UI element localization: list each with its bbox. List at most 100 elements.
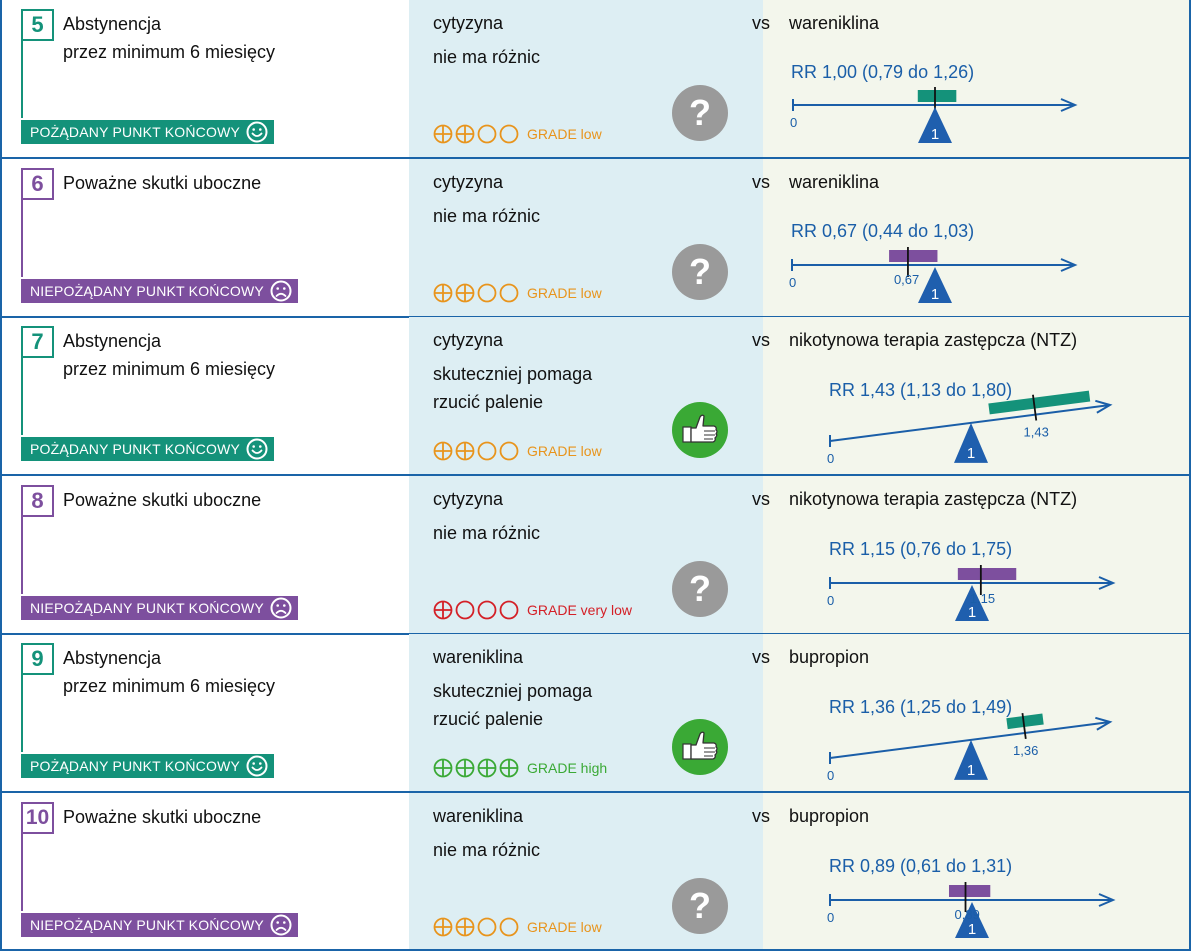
effect-chart: 0 1 1,43 RR 1,43 (1,13 do 1,80) <box>827 380 1113 466</box>
question-icon: ? <box>672 85 728 141</box>
axis-arrow <box>1095 399 1113 414</box>
confidence-interval-bar <box>988 390 1091 415</box>
outcome-number: 5 <box>21 9 54 41</box>
grade-label: GRADE low <box>527 126 602 142</box>
outcome-number: 9 <box>21 643 54 675</box>
confidence-interval-bar <box>948 885 991 897</box>
svg-text:?: ? <box>689 251 711 292</box>
fulcrum-triangle <box>918 267 952 303</box>
effect-chart: 0 1 1,36 RR 1,36 (1,25 do 1,49) <box>827 697 1113 783</box>
endpoint-badge: POŻĄDANY PUNKT KOŃCOWY <box>21 754 275 778</box>
outcome-row: 5 Abstynencja przez minimum 6 miesięcy POŻĄ… <box>0 0 1191 159</box>
outcome-row: 7 Abstynencja przez minimum 6 miesięcy POŻĄ… <box>0 317 1191 476</box>
point-estimate-label: 1,43 <box>1024 425 1049 440</box>
grade-plus-circle-icon <box>433 283 453 303</box>
outcome-connector <box>21 199 23 277</box>
intervention-name: cytyzyna <box>433 330 504 350</box>
intervention-name: wareniklina <box>433 647 524 667</box>
comparator-name: nikotynowa terapia zastępcza (NTZ) <box>789 489 1078 509</box>
question-icon: ? <box>672 878 728 934</box>
endpoint-badge-label: NIEPOŻĄDANY PUNKT KOŃCOWY <box>30 600 264 616</box>
axis-zero-label: 0 <box>827 768 834 783</box>
grade-plus-circle-icon <box>433 441 453 461</box>
vs-label: vs <box>752 806 770 826</box>
endpoint-badge: POŻĄDANY PUNKT KOŃCOWY <box>21 437 275 461</box>
outcome-title-line: Abstynencja <box>63 331 162 351</box>
grade-empty-circle-icon <box>455 600 475 620</box>
relative-risk-text: RR 1,15 (0,76 do 1,75) <box>829 539 1012 559</box>
grade-empty-circle-icon <box>477 124 497 144</box>
axis-line <box>829 404 1111 442</box>
thumbs-up-icon <box>672 719 728 775</box>
relative-risk-text: RR 0,67 (0,44 do 1,03) <box>791 221 974 241</box>
outcome-row: 8 Poważne skutki uboczne NIEPOŻĄDANY PUNKT… <box>0 476 1191 635</box>
intervention-name: cytyzyna <box>433 13 504 33</box>
endpoint-badge-label: POŻĄDANY PUNKT KOŃCOWY <box>30 124 241 140</box>
effect-column <box>763 0 1189 157</box>
outcome-title-line: przez minimum 6 miesięcy <box>63 676 276 696</box>
grade-plus-circle-icon <box>455 758 475 778</box>
outcome-row: 9 Abstynencja przez minimum 6 miesięcy POŻĄ… <box>0 634 1191 793</box>
grade-rating: GRADE high <box>433 755 607 781</box>
endpoint-badge: NIEPOŻĄDANY PUNKT KOŃCOWY <box>21 279 298 303</box>
grade-empty-circle-icon <box>499 441 519 461</box>
vs-label: vs <box>752 330 770 350</box>
vs-label: vs <box>752 172 770 192</box>
axis-zero-label: 0 <box>827 451 834 466</box>
grade-plus-circle-icon <box>455 283 475 303</box>
outcome-title-line: Poważne skutki uboczne <box>63 490 262 510</box>
effect-chart: 0 11,15 RR 1,15 (0,76 do 1,75) <box>827 539 1116 621</box>
grade-label: GRADE low <box>527 285 602 301</box>
outcome-row: 6 Poważne skutki uboczne NIEPOŻĄDANY PUNKT… <box>0 159 1191 318</box>
outcome-connector <box>21 674 23 752</box>
fulcrum-label: 1 <box>968 604 976 621</box>
outcome-title-line: Abstynencja <box>63 14 162 34</box>
confidence-interval-bar <box>957 568 1017 580</box>
smiley-face-icon <box>246 121 268 143</box>
outcome-title-line: przez minimum 6 miesięcy <box>63 359 276 379</box>
svg-text:?: ? <box>689 92 711 133</box>
intervention-name: cytyzyna <box>433 172 504 192</box>
axis-arrow <box>1060 258 1078 272</box>
grade-rating: GRADE low <box>433 438 602 464</box>
axis-line <box>829 721 1111 759</box>
grade-rating: GRADE low <box>433 121 602 147</box>
outcome-connector <box>21 357 23 435</box>
effect-chart: 0 1 0,67 RR 0,67 (0,44 do 1,03) <box>789 221 1078 303</box>
fulcrum-label: 1 <box>967 762 975 779</box>
smiley-face-icon <box>246 438 268 460</box>
grade-empty-circle-icon <box>499 283 519 303</box>
axis-arrow <box>1098 576 1116 590</box>
axis-zero-label: 0 <box>827 910 834 925</box>
grade-rating: GRADE low <box>433 280 602 306</box>
endpoint-badge: POŻĄDANY PUNKT KOŃCOWY <box>21 120 275 144</box>
vs-label: vs <box>752 647 770 667</box>
relative-risk-text: RR 1,36 (1,25 do 1,49) <box>829 697 1012 717</box>
svg-text:?: ? <box>689 568 711 609</box>
fulcrum-triangle <box>954 739 988 780</box>
grade-rating: GRADE low <box>433 914 602 940</box>
comparator-name: bupropion <box>789 647 870 667</box>
point-estimate-label: 0,67 <box>894 272 919 287</box>
endpoint-badge-label: POŻĄDANY PUNKT KOŃCOWY <box>30 441 241 457</box>
outcome-connector <box>21 516 23 594</box>
vs-label: vs <box>752 13 770 33</box>
fulcrum-label: 1 <box>968 921 976 938</box>
result-line: nie ma różnic <box>433 523 541 543</box>
grade-plus-circle-icon <box>455 441 475 461</box>
fulcrum-triangle <box>955 585 989 621</box>
grade-label: GRADE low <box>527 919 602 935</box>
result-line: nie ma różnic <box>433 840 541 860</box>
axis-zero-label: 0 <box>789 275 796 290</box>
thumbs-up-icon <box>672 402 728 458</box>
fulcrum-triangle <box>955 902 989 938</box>
smiley-face-icon <box>246 755 268 777</box>
outcome-connector <box>21 833 23 911</box>
grade-plus-circle-icon <box>433 758 453 778</box>
grade-empty-circle-icon <box>477 600 497 620</box>
fulcrum-label: 1 <box>931 286 939 303</box>
grade-empty-circle-icon <box>477 917 497 937</box>
grade-label: GRADE low <box>527 443 602 459</box>
grade-empty-circle-icon <box>499 600 519 620</box>
outcome-connector <box>21 40 23 118</box>
